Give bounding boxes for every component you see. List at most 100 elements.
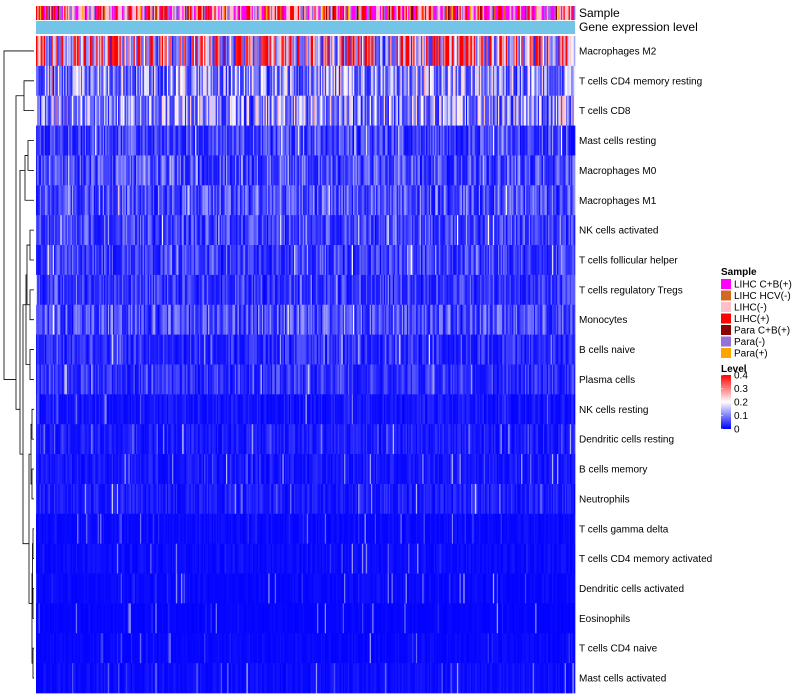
heatmap-cell [415, 65, 418, 97]
heatmap-cell [259, 36, 261, 67]
heatmap-cell [154, 215, 156, 246]
sample-annotation-cell [92, 6, 95, 20]
heatmap-cell [234, 65, 237, 97]
heatmap-cell [258, 65, 260, 97]
heatmap-cell [571, 155, 573, 186]
sample-annotation-cell [372, 6, 374, 20]
heatmap-cell [273, 245, 276, 276]
heatmap-cell [315, 215, 318, 246]
heatmap-cell [532, 215, 535, 246]
heatmap-cell [113, 36, 115, 67]
heatmap-cell [254, 245, 256, 276]
heatmap-cell [232, 185, 234, 216]
heatmap-cell [113, 215, 115, 246]
sample-annotation-cell [549, 6, 551, 20]
heatmap-cell [87, 95, 89, 126]
heatmap-cell [146, 65, 148, 97]
sample-annotation-cell [350, 6, 353, 20]
heatmap-cell [196, 95, 199, 126]
heatmap-cell [385, 155, 387, 186]
dendrogram-branch [26, 244, 30, 306]
heatmap-cell [147, 215, 150, 246]
heatmap-cell [205, 95, 208, 126]
heatmap-cell [440, 65, 442, 97]
heatmap-cell [405, 95, 408, 126]
heatmap-cell [190, 125, 192, 156]
heatmap-cell [236, 155, 238, 186]
heatmap-cell [142, 155, 145, 186]
heatmap-cell [355, 245, 358, 276]
heatmap-cell [115, 125, 118, 156]
heatmap-cell [137, 185, 140, 216]
heatmap-cell [197, 245, 200, 276]
heatmap-cell [476, 95, 478, 126]
heatmap-cell [181, 36, 183, 67]
heatmap-cell [494, 95, 496, 126]
heatmap-cell [302, 215, 305, 246]
heatmap-cell [568, 65, 571, 97]
heatmap-cell [438, 95, 441, 126]
sample-annotation-cell [197, 6, 200, 20]
heatmap-cell [487, 215, 490, 246]
heatmap-cell [338, 125, 341, 156]
sample-annotation-cell [202, 6, 205, 20]
heatmap-cell [93, 125, 96, 156]
heatmap-cell [240, 125, 242, 156]
heatmap-cell [539, 215, 541, 246]
heatmap-cell [432, 125, 435, 156]
heatmap-cell [42, 95, 45, 126]
heatmap-cell [477, 155, 480, 186]
heatmap-cell [359, 245, 362, 276]
heatmap-cell [219, 125, 222, 156]
heatmap-cell [272, 65, 274, 97]
heatmap-cell [267, 65, 269, 97]
sample-annotation-cell [562, 6, 564, 20]
heatmap-cell [92, 185, 95, 216]
heatmap-cell [352, 36, 355, 67]
heatmap-cell [59, 155, 61, 186]
sample-annotation-cell [522, 6, 525, 20]
heatmap-cell [541, 65, 544, 97]
heatmap-cell [504, 125, 507, 156]
heatmap-cell [215, 125, 218, 156]
heatmap-cell [37, 155, 39, 186]
heatmap-cell [295, 125, 297, 156]
heatmap-cell [373, 125, 376, 156]
heatmap-cell [232, 36, 234, 67]
heatmap-cell [265, 185, 268, 216]
heatmap-cell [544, 155, 546, 186]
heatmap-cell [260, 65, 263, 97]
heatmap-cell [423, 65, 426, 97]
heatmap-cell [355, 215, 358, 246]
heatmap-cell [279, 215, 282, 246]
heatmap-cell [177, 245, 179, 276]
heatmap-cell [175, 65, 178, 97]
dendrogram-branch [29, 229, 34, 261]
heatmap-cell [152, 65, 155, 97]
heatmap-cell [394, 155, 396, 186]
heatmap-cell [559, 215, 562, 246]
heatmap-cell [227, 36, 229, 67]
heatmap-cell [569, 185, 572, 216]
heatmap-cell [70, 155, 73, 186]
heatmap-cell [406, 65, 409, 97]
heatmap-cell [514, 95, 517, 126]
heatmap-cell [424, 155, 427, 186]
heatmap-cell [535, 215, 537, 246]
sample-annotation-cell [451, 6, 454, 20]
heatmap-cell [560, 215, 563, 246]
heatmap-cell [573, 95, 576, 126]
sample-annotation-cell [555, 6, 558, 20]
heatmap-cell [299, 185, 301, 216]
heatmap-cell [290, 36, 292, 67]
heatmap-cell [116, 36, 119, 67]
heatmap-cell [532, 36, 535, 67]
heatmap-cell [152, 155, 155, 186]
heatmap-cell [143, 125, 146, 156]
heatmap-cell [290, 125, 292, 156]
heatmap-cell [500, 215, 503, 246]
heatmap-cell [155, 155, 157, 186]
heatmap-cell [237, 215, 240, 246]
heatmap-cell [197, 155, 200, 186]
